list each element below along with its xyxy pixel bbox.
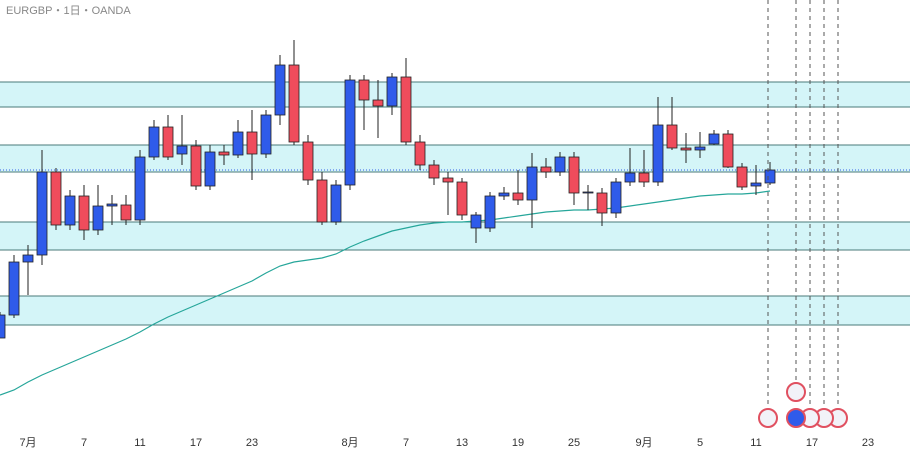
x-tick-label: 7 bbox=[81, 437, 87, 449]
candle-body bbox=[596, 192, 608, 214]
candle-body bbox=[386, 76, 398, 107]
x-tick-label: 7月 bbox=[19, 437, 36, 449]
candle-body bbox=[246, 131, 258, 155]
x-tick-label: 11 bbox=[134, 437, 145, 449]
candle-body bbox=[106, 203, 118, 207]
event-icon[interactable] bbox=[786, 408, 806, 428]
candle-body bbox=[680, 147, 692, 151]
candle-body bbox=[470, 214, 482, 229]
candle-body bbox=[624, 172, 636, 183]
event-icon[interactable] bbox=[786, 382, 806, 402]
moving-average bbox=[0, 190, 771, 396]
candle-body bbox=[428, 164, 440, 179]
candle-body bbox=[764, 169, 776, 184]
candle-body bbox=[50, 171, 62, 226]
candle-body bbox=[204, 151, 216, 187]
candle-body bbox=[498, 192, 510, 197]
candle-body bbox=[750, 182, 762, 187]
event-icon[interactable] bbox=[758, 408, 778, 428]
candle-body bbox=[610, 181, 622, 214]
candle-body bbox=[694, 146, 706, 151]
x-tick-label: 17 bbox=[806, 437, 818, 449]
candle-body bbox=[36, 171, 48, 256]
candle-body bbox=[442, 177, 454, 183]
candle-body bbox=[274, 64, 286, 116]
event-markers bbox=[758, 0, 848, 428]
zone bbox=[0, 222, 910, 250]
x-tick-label: 9月 bbox=[635, 437, 652, 449]
candle-body bbox=[708, 133, 720, 145]
candle-body bbox=[540, 166, 552, 173]
candle-body bbox=[526, 166, 538, 201]
candle-body bbox=[22, 254, 34, 263]
candle-body bbox=[134, 156, 146, 221]
zone bbox=[0, 296, 910, 325]
candle-body bbox=[190, 145, 202, 187]
candle-body bbox=[736, 166, 748, 188]
candle-body bbox=[484, 195, 496, 229]
candle-body bbox=[400, 76, 412, 143]
x-tick-label: 5 bbox=[697, 437, 703, 449]
candle-body bbox=[176, 145, 188, 155]
candle-body bbox=[78, 195, 90, 231]
candle-body bbox=[260, 114, 272, 155]
candle-body bbox=[344, 79, 356, 186]
x-tick-label: 23 bbox=[246, 437, 258, 449]
zone bbox=[0, 82, 910, 107]
candle-body bbox=[666, 124, 678, 149]
x-tick-label: 23 bbox=[862, 437, 874, 449]
candle-body bbox=[652, 124, 664, 183]
x-tick-label: 17 bbox=[190, 437, 202, 449]
x-tick-label: 13 bbox=[456, 437, 468, 449]
candle-body bbox=[302, 141, 314, 181]
candle-body bbox=[568, 156, 580, 194]
candle-body bbox=[148, 126, 160, 158]
candle-body bbox=[554, 156, 566, 173]
x-tick-label: 25 bbox=[568, 437, 580, 449]
candle-body bbox=[456, 181, 468, 216]
chart-title: EURGBP・1日・OANDA bbox=[6, 5, 131, 17]
candle-body bbox=[162, 126, 174, 158]
candle-body bbox=[582, 191, 594, 194]
x-tick-label: 8月 bbox=[341, 437, 358, 449]
candle-body bbox=[722, 133, 734, 168]
x-tick-label: 7 bbox=[403, 437, 409, 449]
candle-body bbox=[218, 151, 230, 156]
candle-body bbox=[0, 314, 6, 339]
candle-body bbox=[414, 141, 426, 166]
x-tick-label: 11 bbox=[750, 437, 761, 449]
candle-body bbox=[358, 79, 370, 101]
candle-body bbox=[638, 172, 650, 183]
x-tick-label: 19 bbox=[512, 437, 524, 449]
candle-body bbox=[288, 64, 300, 143]
candle-body bbox=[512, 192, 524, 201]
candle-body bbox=[316, 179, 328, 223]
candle-body bbox=[92, 205, 104, 231]
candle-body bbox=[232, 131, 244, 156]
candle-body bbox=[8, 261, 20, 316]
candle-body bbox=[330, 184, 342, 223]
candle-body bbox=[64, 195, 76, 226]
candle-body bbox=[372, 99, 384, 107]
candle-body bbox=[120, 204, 132, 221]
